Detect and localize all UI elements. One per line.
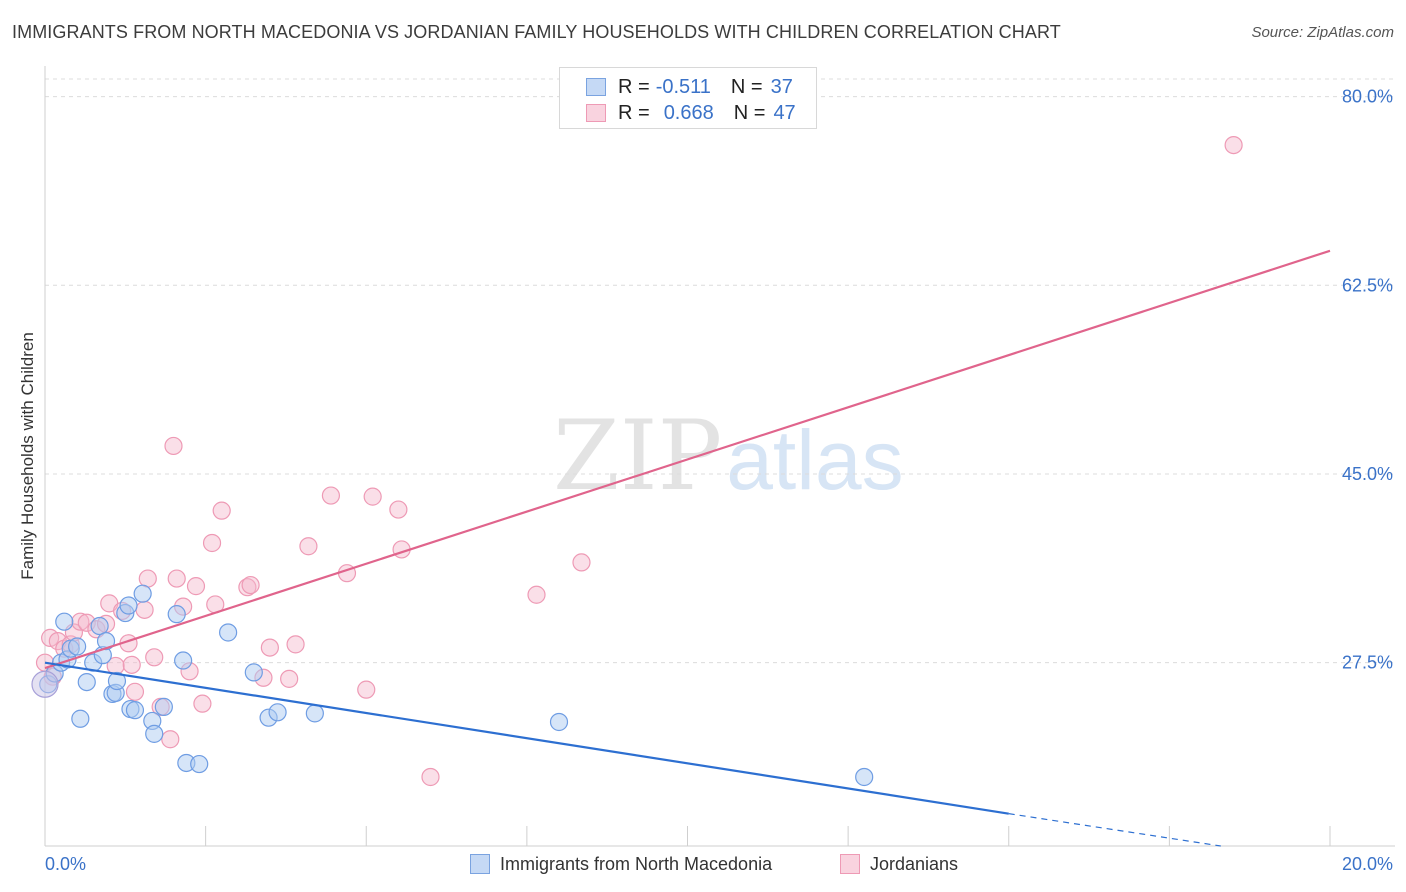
legend-swatch-pink (586, 104, 606, 122)
data-point-jordanians (193, 694, 212, 713)
y-axis-label: Family Households with Children (18, 332, 37, 580)
grid-lines (45, 78, 1395, 664)
chart-title: IMMIGRANTS FROM NORTH MACEDONIA VS JORDA… (12, 22, 1061, 42)
data-point-jordanians (138, 569, 157, 588)
legend-r-label: R = (618, 75, 650, 98)
data-point-jordanians (122, 655, 141, 674)
data-point-jordanians (321, 486, 341, 505)
legend-n-value: 37 (770, 75, 793, 98)
legend-item-jordanians: Jordanians (840, 850, 958, 878)
data-point-jordanians (125, 682, 145, 701)
y-tick-label: 80.0% (1342, 87, 1393, 107)
data-point-jordanians (167, 569, 186, 588)
legend-n-value: 47 (773, 101, 796, 124)
legend-row-jordanians: R = 0.668 N = 47 (586, 100, 796, 126)
data-point-north-macedonia (68, 637, 87, 656)
data-point-jordanians (363, 487, 382, 506)
data-point-jordanians (135, 600, 154, 619)
data-point-north-macedonia (305, 704, 324, 723)
trend-line-north-macedonia (44, 661, 1009, 815)
data-point-north-macedonia (125, 701, 145, 720)
chart-source: Source: ZipAtlas.com (1251, 24, 1394, 41)
data-point-jordanians (357, 680, 376, 699)
data-point-north-macedonia (268, 703, 287, 722)
legend-swatch-blue (586, 78, 606, 96)
legend-n-label: N = (730, 75, 763, 98)
trend-line-jordanians (44, 249, 1331, 670)
data-point-jordanians (186, 577, 206, 596)
data-point-north-macedonia (174, 651, 193, 670)
y-tick-label: 62.5% (1342, 275, 1393, 295)
legend-item-north-macedonia: Immigrants from North Macedonia (470, 850, 772, 878)
data-point-north-macedonia (549, 712, 569, 732)
data-point-north-macedonia (244, 663, 263, 682)
data-point-jordanians (161, 730, 180, 749)
y-tick-label: 27.5% (1342, 653, 1393, 673)
data-point-jordanians (280, 669, 299, 688)
data-point-north-macedonia (107, 671, 127, 691)
data-point-cluster (31, 670, 59, 698)
data-point-north-macedonia (71, 709, 90, 728)
data-point-jordanians (421, 767, 440, 787)
data-point-north-macedonia (190, 754, 209, 774)
north-macedonia-points (31, 584, 874, 787)
data-point-north-macedonia (133, 584, 152, 603)
data-point-jordanians (145, 648, 164, 667)
legend-r-label: R = (618, 101, 650, 124)
legend-row-north-macedonia: R = -0.511 N = 37 (586, 74, 793, 100)
data-point-jordanians (389, 500, 408, 519)
legend-label-north-macedonia: Immigrants from North Macedonia (500, 853, 773, 874)
legend-n-label: N = (733, 101, 766, 124)
trend-line-extension (1008, 813, 1221, 847)
data-point-jordanians (241, 575, 260, 595)
series-legend: Immigrants from North Macedonia Jordania… (0, 850, 1406, 878)
jordanians-points (35, 135, 1243, 787)
data-point-north-macedonia (219, 623, 238, 642)
trend-lines (44, 249, 1331, 847)
data-point-north-macedonia (855, 767, 874, 787)
data-point-jordanians (238, 578, 257, 597)
data-point-jordanians (286, 635, 305, 654)
legend-swatch-pink (840, 854, 860, 874)
data-point-jordanians (164, 436, 183, 456)
data-point-north-macedonia (145, 724, 164, 743)
data-point-jordanians (527, 585, 546, 604)
x-tick-label: 0.0% (45, 854, 86, 874)
legend-r-value: -0.511 (655, 75, 711, 98)
x-tick-label: 20.0% (1342, 854, 1393, 874)
correlation-legend: R = -0.511 N = 37 R = 0.668 N = 47 (559, 67, 817, 129)
data-point-north-macedonia (154, 697, 173, 716)
data-point-jordanians (260, 638, 279, 657)
data-point-north-macedonia (119, 596, 138, 615)
tick-labels: 27.5% 45.0% 62.5% 80.0% 0.0% 20.0% (45, 87, 1393, 874)
y-tick-label: 45.0% (1342, 464, 1393, 484)
data-point-jordanians (212, 501, 231, 520)
legend-label-jordanians: Jordanians (870, 853, 959, 874)
data-point-north-macedonia (167, 605, 186, 624)
data-point-north-macedonia (96, 632, 116, 651)
axes (44, 66, 1395, 847)
data-point-north-macedonia (77, 672, 96, 692)
data-point-jordanians (299, 537, 318, 556)
legend-r-value: 0.668 (663, 101, 714, 124)
data-point-jordanians (572, 553, 591, 572)
data-point-jordanians (1224, 135, 1243, 155)
data-point-jordanians (202, 533, 222, 553)
data-point-north-macedonia (90, 616, 109, 636)
data-point-north-macedonia (55, 612, 74, 631)
legend-swatch-blue (470, 854, 490, 874)
